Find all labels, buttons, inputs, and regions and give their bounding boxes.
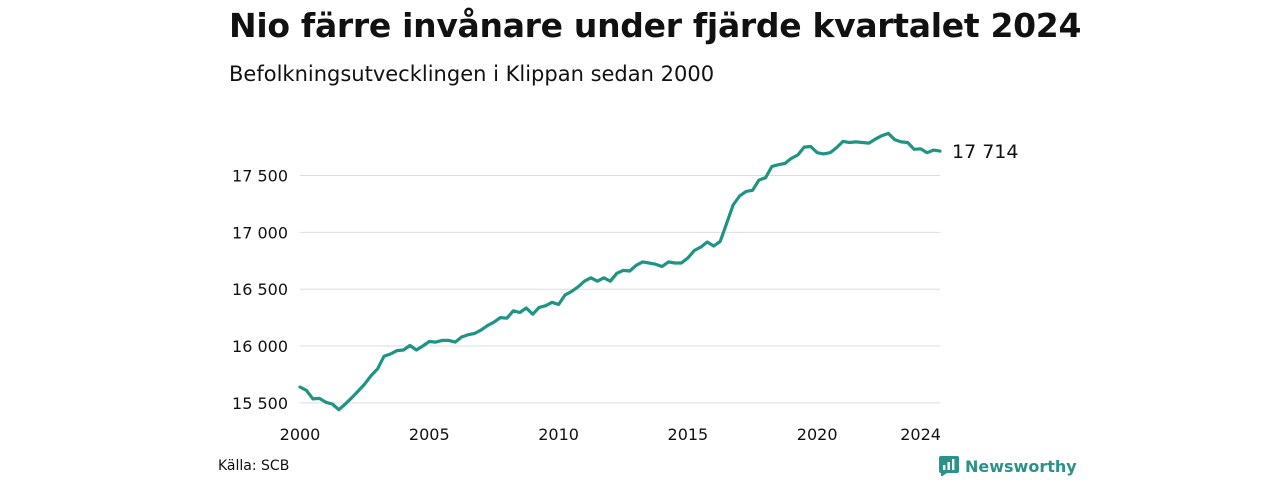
x-axis-ticks: 2000 2005 2010 2015 2020 2024	[280, 425, 941, 444]
gridlines	[300, 174, 940, 404]
x-tick-label: 2010	[538, 425, 579, 444]
y-tick-label: 15 500	[232, 394, 288, 413]
newsworthy-logo-icon	[939, 456, 959, 476]
x-tick-label: 2020	[797, 425, 838, 444]
series-line	[298, 131, 942, 412]
brand-name: Newsworthy	[965, 456, 1077, 476]
x-tick-label: 2005	[409, 425, 450, 444]
series-group	[298, 131, 942, 412]
end-value-label: 17 714	[952, 141, 1018, 163]
chart-title: Nio färre invånare under fjärde kvartale…	[229, 6, 1082, 45]
x-tick-label: 2000	[280, 425, 321, 444]
brand-logo: Newsworthy	[939, 456, 1077, 476]
y-tick-label: 16 500	[232, 280, 288, 299]
y-axis-ticks: 15 500 16 000 16 500 17 000 17 500	[232, 166, 288, 412]
x-tick-label: 2024	[900, 425, 941, 444]
y-tick-label: 17 000	[232, 223, 288, 242]
source-note: Källa: SCB	[218, 458, 290, 474]
y-tick-label: 16 000	[232, 337, 288, 356]
y-tick-label: 17 500	[232, 166, 288, 185]
chart-subtitle: Befolkningsutvecklingen i Klippan sedan …	[229, 62, 715, 86]
x-tick-label: 2015	[668, 425, 709, 444]
